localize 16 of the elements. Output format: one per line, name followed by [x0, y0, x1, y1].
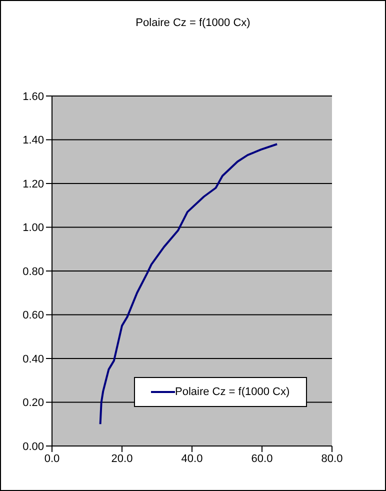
y-tick-label: 1.60: [22, 90, 44, 103]
y-tick-label: 0.60: [22, 310, 44, 322]
legend-label: Polaire Cz = f(1000 Cx): [175, 386, 290, 398]
x-tick-label: 0.0: [44, 452, 60, 465]
chart-title: Polaire Cz = f(1000 Cx): [134, 17, 252, 29]
y-tick-label: 1.20: [22, 178, 44, 190]
y-tick-label: 0.00: [22, 440, 44, 453]
y-tick-label: 1.00: [22, 222, 44, 234]
y-tick-label: 0.80: [22, 266, 44, 278]
y-tick-label: 0.20: [22, 397, 44, 410]
x-tick-label: 60.0: [251, 452, 273, 465]
y-tick-label: 0.40: [22, 353, 44, 366]
x-tick-label: 80.0: [321, 452, 343, 465]
y-tick-label: 1.40: [22, 134, 44, 147]
x-tick-label: 20.0: [111, 452, 133, 465]
x-tick-label: 40.0: [181, 452, 203, 465]
